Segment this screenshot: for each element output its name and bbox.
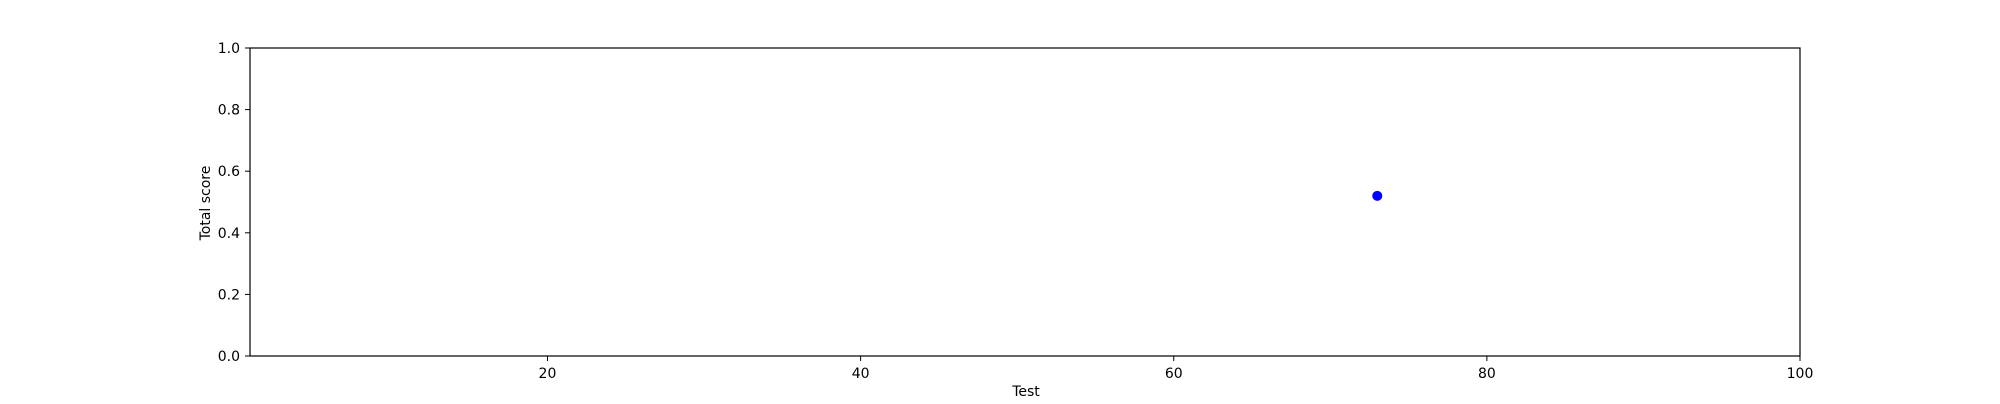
data-point [1372,190,1383,201]
x-tick-label: 60 [1165,366,1183,382]
x-tick-label: 80 [1478,366,1496,382]
axes [249,47,1801,357]
y-axis-label: Total score [198,166,214,242]
ticks: 20 40 60 80 100 0.0 0.2 0.4 0.6 0.8 1.0 [218,41,1814,382]
y-tick-label: 0.2 [218,287,240,303]
y-tick-label: 0.6 [218,164,240,180]
data-points [1372,190,1383,201]
x-tick-label: 20 [539,366,557,382]
y-tick-label: 0.8 [218,103,240,119]
y-tick-label: 0.0 [218,349,240,365]
y-tick-label: 1.0 [218,41,240,57]
x-axis-label: Test [1011,384,1040,400]
plot-frame [249,47,1801,357]
x-tick-label: 40 [852,366,870,382]
y-tick-label: 0.4 [218,226,240,242]
x-tick-label: 100 [1787,366,1814,382]
